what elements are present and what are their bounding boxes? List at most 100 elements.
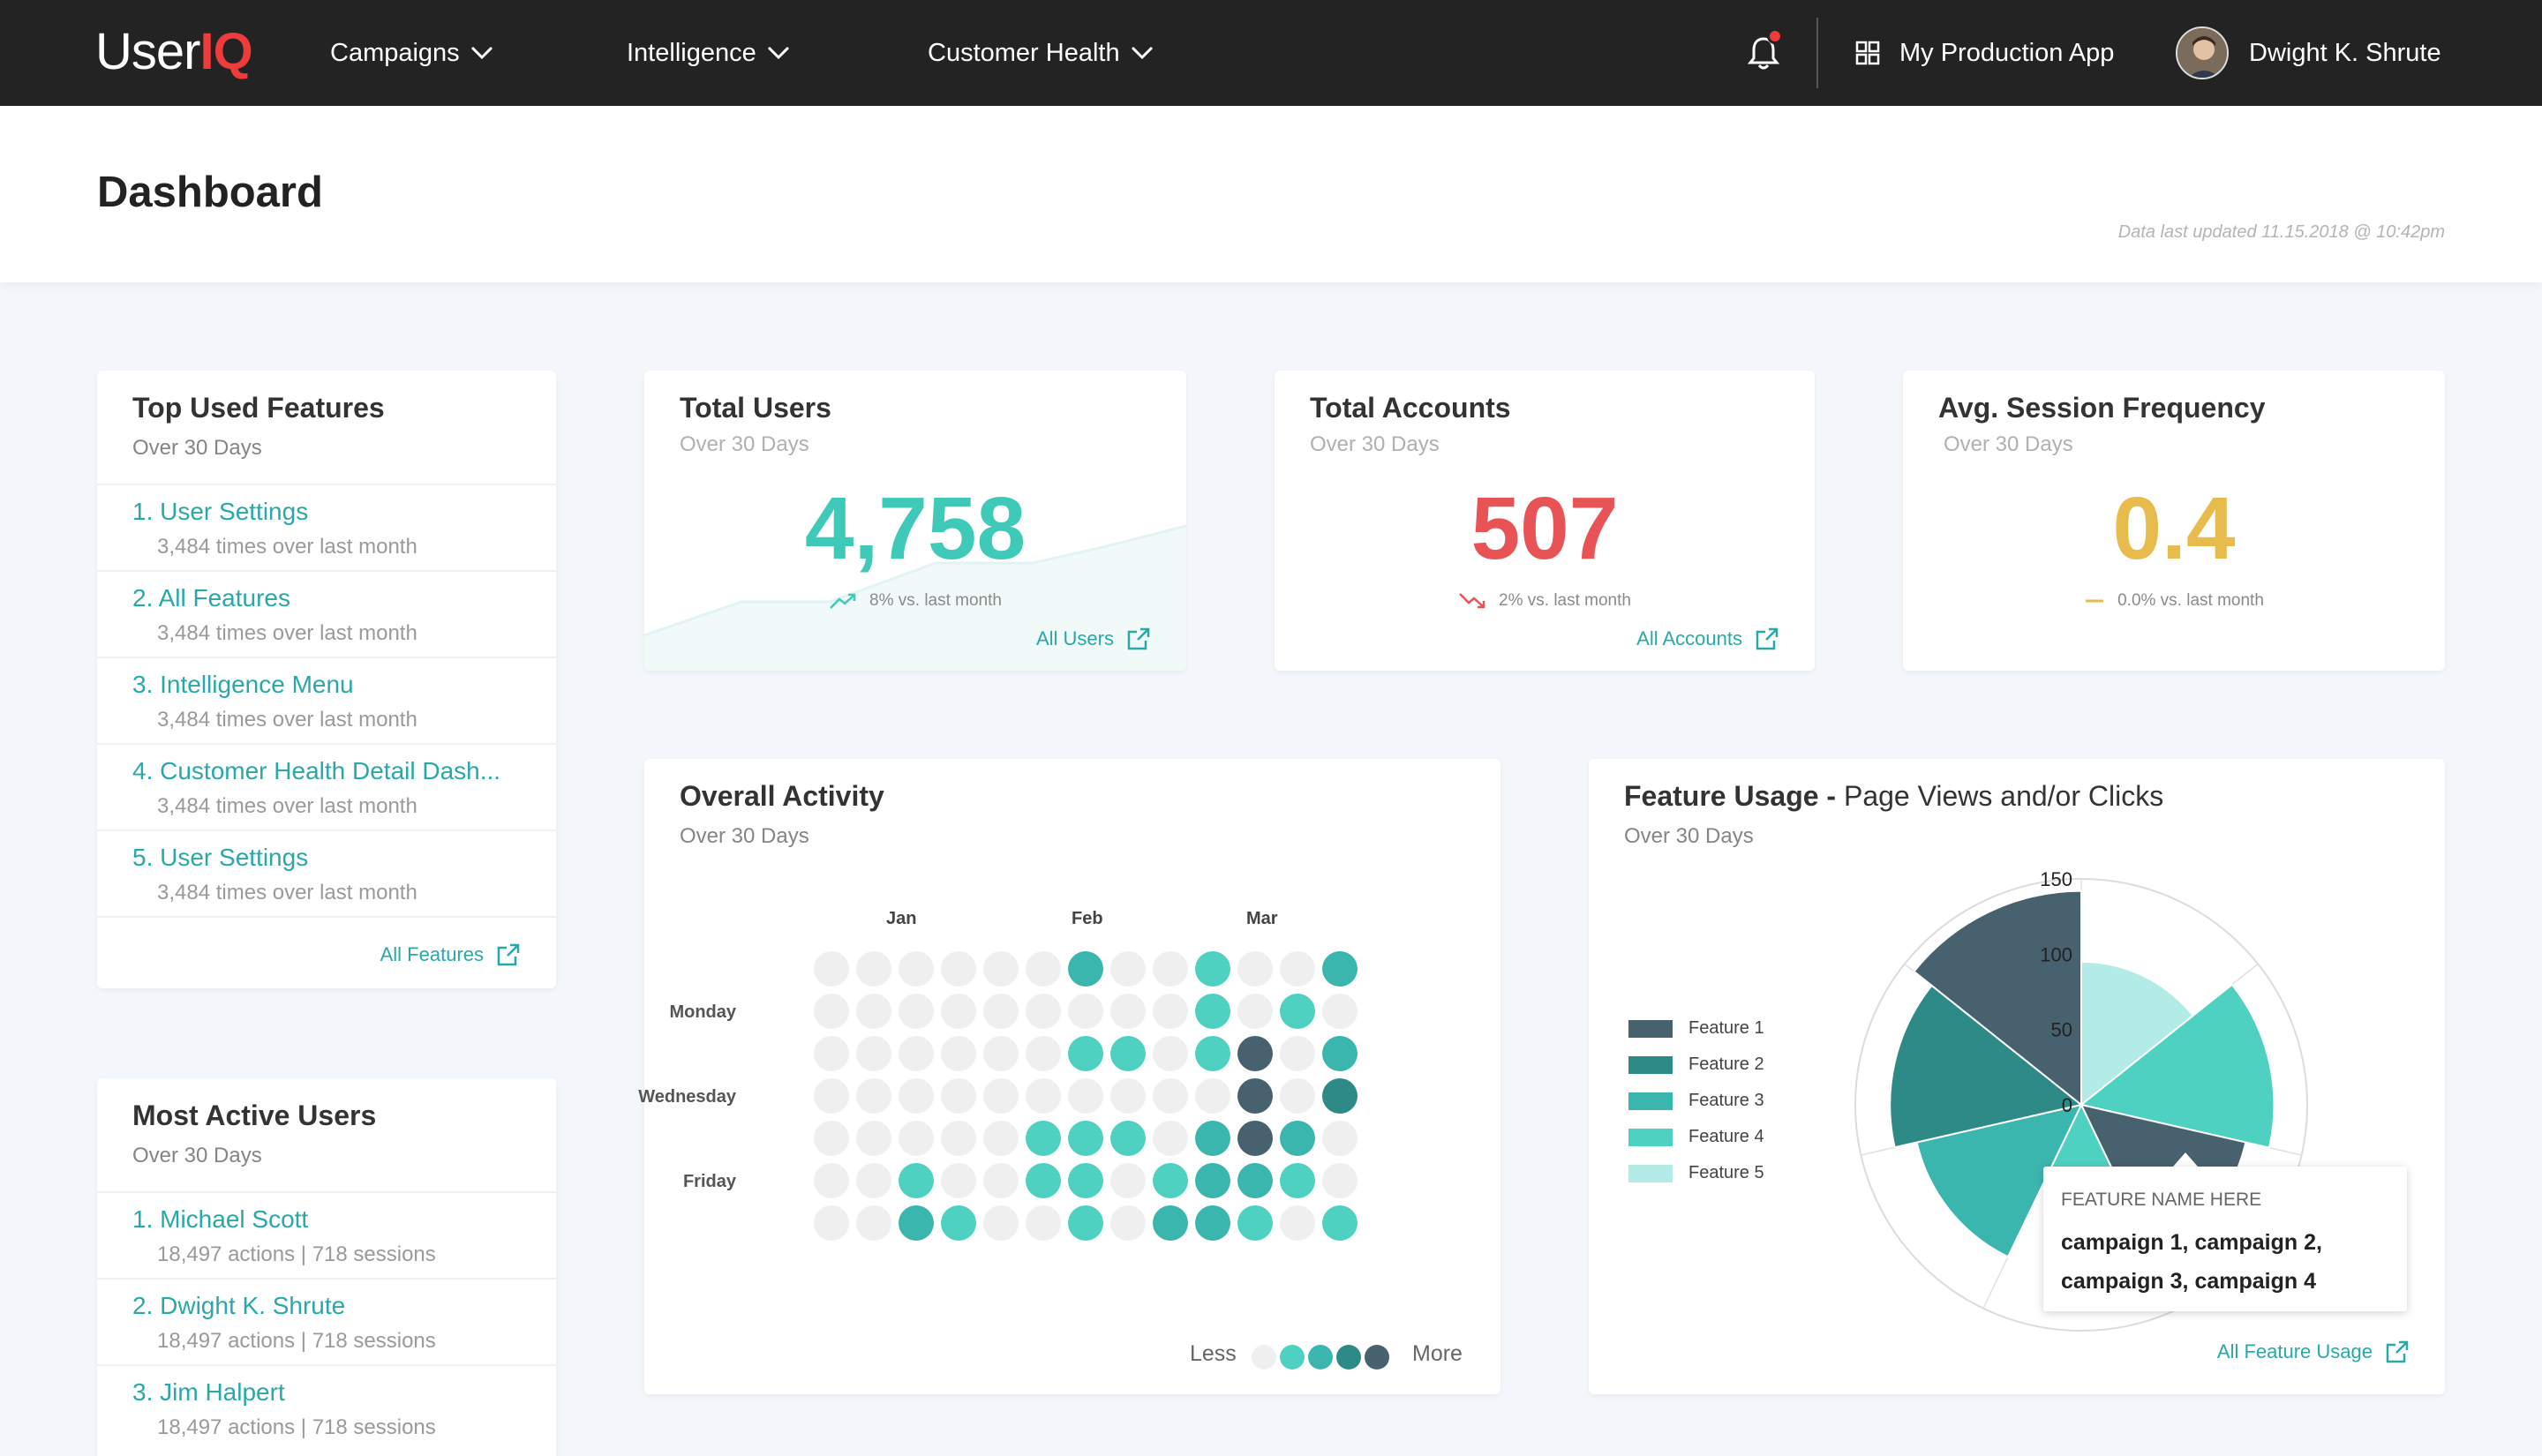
nav-customer-health[interactable]: Customer Health: [928, 34, 1154, 72]
heatmap-cell[interactable]: [814, 1163, 849, 1198]
heatmap-cell[interactable]: [814, 951, 849, 987]
heatmap-cell[interactable]: [1026, 994, 1061, 1029]
nav-intelligence[interactable]: Intelligence: [627, 34, 790, 72]
app-switcher[interactable]: My Production App: [1899, 39, 2115, 67]
heatmap-cell[interactable]: [1110, 951, 1146, 987]
heatmap-cell[interactable]: [814, 1036, 849, 1071]
heatmap-cell[interactable]: [941, 1036, 976, 1071]
heatmap-cell[interactable]: [1153, 1078, 1188, 1114]
heatmap-cell[interactable]: [983, 1205, 1019, 1241]
polar-segment[interactable]: [1889, 984, 2084, 1149]
heatmap-cell[interactable]: [1237, 1205, 1273, 1241]
heatmap-cell[interactable]: [814, 994, 849, 1029]
list-item[interactable]: 1. Michael Scott 18,497 actions | 718 ses…: [97, 1191, 556, 1278]
heatmap-cell[interactable]: [899, 994, 934, 1029]
heatmap-cell[interactable]: [1026, 1205, 1061, 1241]
heatmap-cell[interactable]: [1110, 1205, 1146, 1241]
list-item[interactable]: 2. All Features 3,484 times over last mon…: [97, 570, 556, 657]
heatmap-cell[interactable]: [983, 1036, 1019, 1071]
list-item[interactable]: 1. User Settings 3,484 times over last mo…: [97, 484, 556, 570]
heatmap-cell[interactable]: [1237, 1078, 1273, 1114]
polar-segment[interactable]: [1913, 889, 2082, 1107]
heatmap-cell[interactable]: [856, 1163, 891, 1198]
heatmap-cell[interactable]: [1195, 1036, 1230, 1071]
heatmap-cell[interactable]: [1026, 1036, 1061, 1071]
list-item[interactable]: 3. Intelligence Menu 3,484 times over las…: [97, 657, 556, 743]
heatmap-cell[interactable]: [899, 1121, 934, 1156]
heatmap-cell[interactable]: [814, 1078, 849, 1114]
heatmap-cell[interactable]: [856, 1121, 891, 1156]
heatmap-cell[interactable]: [899, 1078, 934, 1114]
heatmap-cell[interactable]: [1068, 1121, 1103, 1156]
list-item[interactable]: 2. Dwight K. Shrute 18,497 actions | 718 …: [97, 1278, 556, 1364]
heatmap-cell[interactable]: [941, 994, 976, 1029]
heatmap-cell[interactable]: [1322, 951, 1357, 987]
avatar[interactable]: [2176, 26, 2229, 79]
heatmap-cell[interactable]: [983, 951, 1019, 987]
heatmap-cell[interactable]: [1153, 1205, 1188, 1241]
heatmap-cell[interactable]: [1195, 1078, 1230, 1114]
polar-segment[interactable]: [2079, 983, 2275, 1149]
heatmap-cell[interactable]: [1322, 1205, 1357, 1241]
heatmap-cell[interactable]: [1110, 1036, 1146, 1071]
heatmap-cell[interactable]: [1322, 1078, 1357, 1114]
heatmap-cell[interactable]: [856, 1078, 891, 1114]
heatmap-cell[interactable]: [1195, 951, 1230, 987]
heatmap-cell[interactable]: [1237, 1121, 1273, 1156]
list-item[interactable]: 5. User Settings 3,484 times over last mo…: [97, 829, 556, 916]
list-item[interactable]: 3. Jim Halpert 18,497 actions | 718 sessi…: [97, 1364, 556, 1451]
heatmap-cell[interactable]: [1195, 1163, 1230, 1198]
heatmap-cell[interactable]: [1153, 951, 1188, 987]
heatmap-cell[interactable]: [1237, 1163, 1273, 1198]
heatmap-cell[interactable]: [1110, 1163, 1146, 1198]
all-users-link[interactable]: All Users: [1036, 627, 1151, 651]
heatmap-cell[interactable]: [1237, 1036, 1273, 1071]
heatmap-cell[interactable]: [1322, 994, 1357, 1029]
heatmap-cell[interactable]: [814, 1205, 849, 1241]
heatmap-cell[interactable]: [1195, 1121, 1230, 1156]
heatmap-cell[interactable]: [1153, 1036, 1188, 1071]
heatmap-cell[interactable]: [1068, 1036, 1103, 1071]
heatmap-cell[interactable]: [983, 1121, 1019, 1156]
heatmap-cell[interactable]: [1322, 1163, 1357, 1198]
heatmap-cell[interactable]: [899, 1036, 934, 1071]
heatmap-cell[interactable]: [1153, 1163, 1188, 1198]
heatmap-cell[interactable]: [983, 1163, 1019, 1198]
heatmap-cell[interactable]: [1280, 1121, 1315, 1156]
heatmap-cell[interactable]: [1068, 1078, 1103, 1114]
heatmap-cell[interactable]: [1195, 1205, 1230, 1241]
heatmap-cell[interactable]: [1237, 994, 1273, 1029]
nav-campaigns[interactable]: Campaigns: [330, 34, 493, 72]
polar-segment[interactable]: [1915, 1103, 2083, 1258]
heatmap-cell[interactable]: [1026, 1163, 1061, 1198]
heatmap-cell[interactable]: [856, 951, 891, 987]
polar-segment[interactable]: [2080, 960, 2195, 1107]
heatmap-cell[interactable]: [1153, 1121, 1188, 1156]
heatmap-cell[interactable]: [814, 1121, 849, 1156]
user-menu[interactable]: Dwight K. Shrute: [2249, 39, 2441, 67]
heatmap-cell[interactable]: [1110, 1078, 1146, 1114]
heatmap-cell[interactable]: [1026, 1121, 1061, 1156]
heatmap-cell[interactable]: [1068, 1205, 1103, 1241]
heatmap-cell[interactable]: [1068, 994, 1103, 1029]
heatmap-cell[interactable]: [983, 1078, 1019, 1114]
heatmap-cell[interactable]: [1237, 951, 1273, 987]
heatmap-cell[interactable]: [899, 1205, 934, 1241]
heatmap-cell[interactable]: [856, 994, 891, 1029]
heatmap-cell[interactable]: [1280, 994, 1315, 1029]
heatmap-cell[interactable]: [941, 1121, 976, 1156]
heatmap-cell[interactable]: [1280, 951, 1315, 987]
list-item[interactable]: 4. Customer Health Detail Dash... 3,484 t…: [97, 743, 556, 829]
heatmap-cell[interactable]: [1110, 994, 1146, 1029]
heatmap-cell[interactable]: [941, 1205, 976, 1241]
heatmap-cell[interactable]: [1280, 1205, 1315, 1241]
heatmap-cell[interactable]: [983, 994, 1019, 1029]
heatmap-cell[interactable]: [1026, 1078, 1061, 1114]
heatmap-cell[interactable]: [1280, 1163, 1315, 1198]
heatmap-cell[interactable]: [1322, 1036, 1357, 1071]
heatmap-cell[interactable]: [899, 951, 934, 987]
heatmap-cell[interactable]: [1280, 1078, 1315, 1114]
heatmap-cell[interactable]: [856, 1036, 891, 1071]
all-features-link[interactable]: All Features: [380, 942, 521, 967]
heatmap-cell[interactable]: [1068, 951, 1103, 987]
